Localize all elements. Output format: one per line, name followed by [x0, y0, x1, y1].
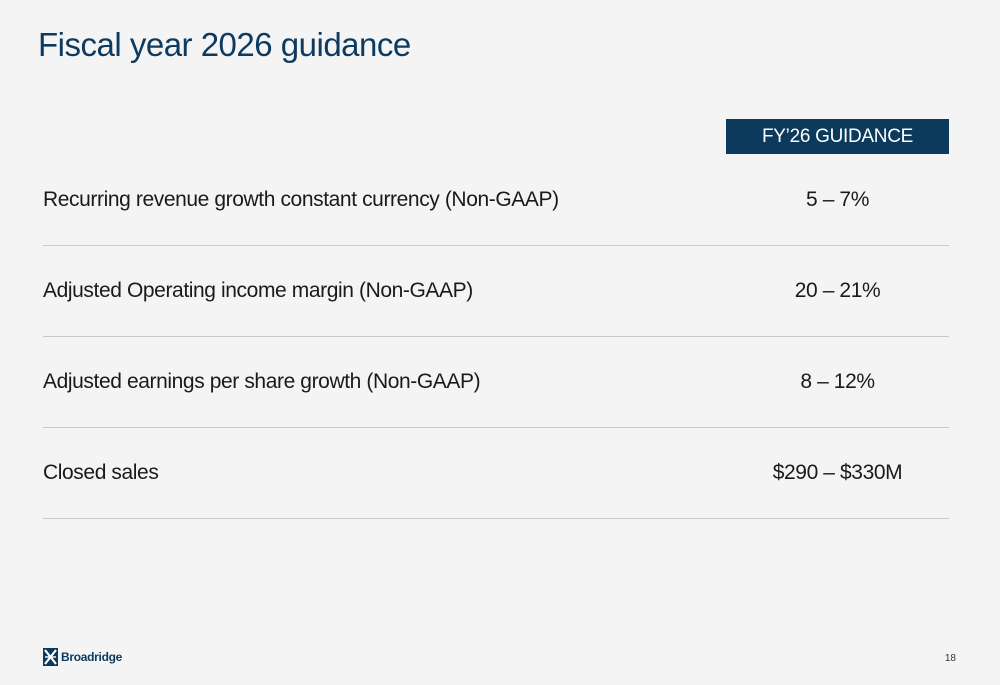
page-number: 18 — [944, 653, 956, 664]
guidance-column-header: FY’26 GUIDANCE — [726, 119, 949, 154]
row-label: Adjusted earnings per share growth (Non-… — [43, 370, 481, 393]
page-title: Fiscal year 2026 guidance — [38, 26, 411, 63]
row-value: 8 – 12% — [800, 370, 875, 393]
table-row: Adjusted earnings per share growth (Non-… — [43, 337, 949, 428]
broadridge-logo: Broadridge — [43, 648, 122, 666]
row-value: $290 – $330M — [772, 461, 903, 484]
broadridge-logo-icon — [43, 648, 58, 666]
table-row: Closed sales $290 – $330M — [43, 428, 949, 519]
row-label: Recurring revenue growth constant curren… — [43, 188, 559, 211]
table-row: Recurring revenue growth constant curren… — [43, 155, 949, 246]
row-label: Adjusted Operating income margin (Non-GA… — [43, 279, 473, 302]
row-value: 20 – 21% — [794, 279, 881, 302]
row-value: 5 – 7% — [806, 188, 869, 211]
guidance-table: Recurring revenue growth constant curren… — [43, 155, 949, 519]
row-label: Closed sales — [43, 461, 159, 484]
table-row: Adjusted Operating income margin (Non-GA… — [43, 246, 949, 337]
logo-text: Broadridge — [61, 650, 123, 664]
